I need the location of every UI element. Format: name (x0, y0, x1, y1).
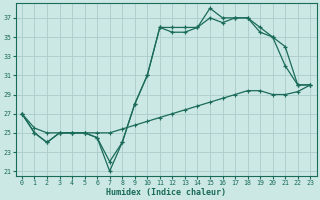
X-axis label: Humidex (Indice chaleur): Humidex (Indice chaleur) (106, 188, 226, 197)
